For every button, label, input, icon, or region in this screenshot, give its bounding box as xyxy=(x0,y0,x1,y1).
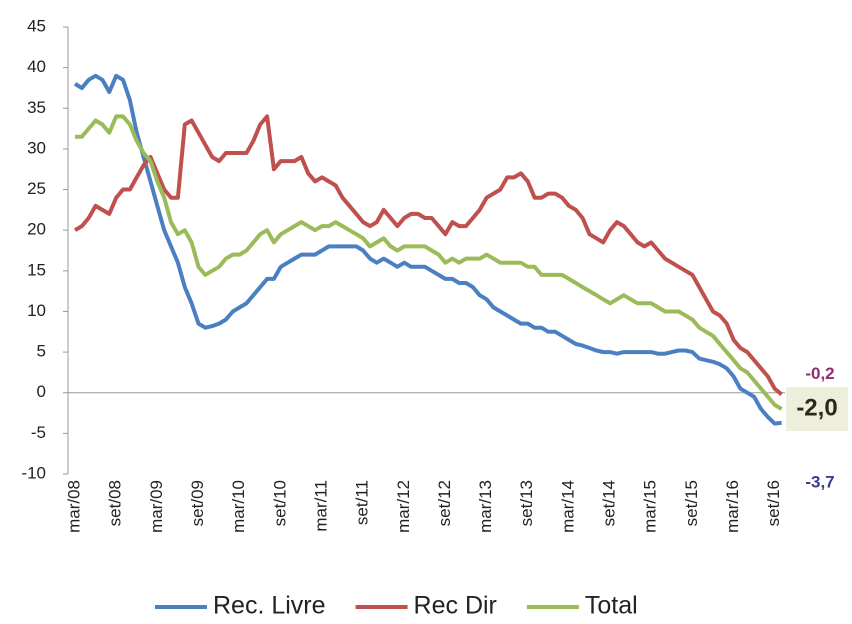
y-tick-label: 5 xyxy=(37,342,46,361)
y-tick-label: 20 xyxy=(27,220,46,239)
x-tick-label: set/10 xyxy=(270,480,289,526)
x-tick-label: mar/10 xyxy=(229,480,248,533)
series-line xyxy=(73,73,782,426)
x-tick-label: set/09 xyxy=(188,480,207,526)
end-label: -3,7 xyxy=(805,472,834,491)
x-tick-label: set/11 xyxy=(353,480,372,525)
legend-label: Rec Dir xyxy=(414,592,497,620)
x-tick-label: mar/09 xyxy=(147,480,166,533)
x-tick-label: mar/08 xyxy=(64,480,83,533)
x-tick-label: set/14 xyxy=(600,480,619,526)
y-tick-label: 15 xyxy=(27,260,46,279)
x-tick-label: mar/15 xyxy=(641,480,660,533)
y-tick-label: -10 xyxy=(21,463,46,482)
x-tick-label: set/13 xyxy=(517,480,536,526)
series-line xyxy=(73,114,783,396)
y-tick-label: 45 xyxy=(27,16,46,35)
x-tick-label: set/16 xyxy=(764,480,783,526)
legend-label: Rec. Livre xyxy=(213,592,326,620)
x-tick-label: mar/12 xyxy=(394,480,413,533)
x-tick-label: set/08 xyxy=(106,480,125,526)
x-tick-label: set/15 xyxy=(682,480,701,526)
end-label: -0,2 xyxy=(805,364,834,383)
y-tick-label: -5 xyxy=(31,423,46,442)
legend-label: Total xyxy=(585,592,638,620)
y-tick-label: 30 xyxy=(27,138,46,157)
x-tick-label: mar/16 xyxy=(723,480,742,533)
x-tick-label: mar/14 xyxy=(558,480,577,533)
end-label: -2,0 xyxy=(796,394,837,421)
y-tick-label: 25 xyxy=(27,179,46,198)
y-tick-label: 40 xyxy=(27,57,46,76)
label-box xyxy=(786,386,848,431)
x-tick-label: set/12 xyxy=(435,480,454,526)
series-line xyxy=(75,114,783,411)
y-tick-label: 35 xyxy=(27,98,46,117)
y-tick-label: 0 xyxy=(37,382,46,401)
x-tick-label: mar/11 xyxy=(311,480,330,532)
x-tick-label: mar/13 xyxy=(476,480,495,533)
y-tick-label: 10 xyxy=(27,301,46,320)
